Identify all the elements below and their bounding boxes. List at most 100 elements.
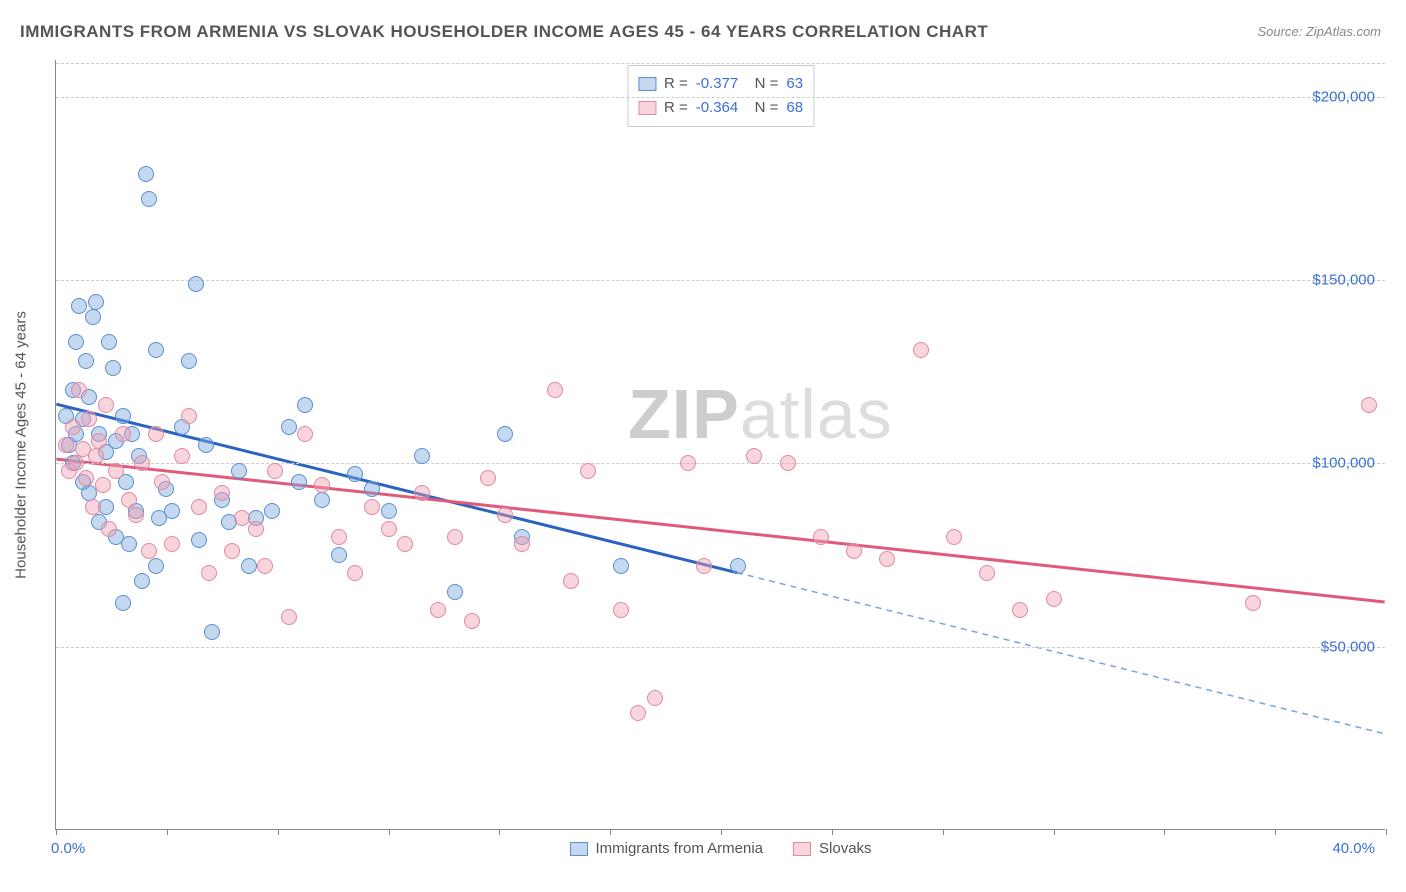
data-point-series-2 [71,382,87,398]
data-point-series-1 [331,547,347,563]
data-point-series-2 [224,543,240,559]
data-point-series-2 [101,521,117,537]
data-point-series-1 [314,492,330,508]
data-point-series-1 [68,334,84,350]
data-point-series-2 [347,565,363,581]
data-point-series-2 [381,521,397,537]
data-point-series-2 [248,521,264,537]
data-point-series-2 [630,705,646,721]
x-tick [56,829,57,835]
data-point-series-2 [141,543,157,559]
data-point-series-2 [128,507,144,523]
data-point-series-2 [780,455,796,471]
gridline [56,280,1385,281]
data-point-series-2 [134,455,150,471]
data-point-series-2 [281,609,297,625]
data-point-series-1 [198,437,214,453]
x-tick [943,829,944,835]
data-point-series-1 [347,466,363,482]
data-point-series-1 [101,334,117,350]
data-point-series-1 [85,309,101,325]
data-point-series-1 [105,360,121,376]
data-point-series-2 [514,536,530,552]
chart-title: IMMIGRANTS FROM ARMENIA VS SLOVAK HOUSEH… [20,22,988,42]
data-point-series-1 [241,558,257,574]
data-point-series-2 [314,477,330,493]
y-tick-label: $50,000 [1321,638,1375,655]
swatch-series-2 [638,101,656,115]
data-point-series-2 [613,602,629,618]
data-point-series-2 [464,613,480,629]
data-point-series-2 [81,411,97,427]
correlation-chart: IMMIGRANTS FROM ARMENIA VS SLOVAK HOUSEH… [0,0,1406,892]
legend-swatch-2 [793,842,811,856]
data-point-series-2 [497,507,513,523]
x-axis-min-label: 0.0% [51,840,85,857]
data-point-series-2 [680,455,696,471]
data-point-series-2 [148,426,164,442]
data-point-series-2 [95,477,111,493]
data-point-series-1 [88,294,104,310]
data-point-series-2 [696,558,712,574]
x-tick [1275,829,1276,835]
data-point-series-2 [1361,397,1377,413]
data-point-series-2 [447,529,463,545]
data-point-series-2 [164,536,180,552]
data-point-series-1 [115,595,131,611]
data-point-series-2 [331,529,347,545]
data-point-series-1 [78,353,94,369]
gridline [56,97,1385,98]
data-point-series-1 [231,463,247,479]
data-point-series-2 [746,448,762,464]
legend-swatch-1 [569,842,587,856]
data-point-series-2 [846,543,862,559]
x-axis-max-label: 40.0% [1332,840,1375,857]
data-point-series-2 [480,470,496,486]
data-point-series-1 [297,397,313,413]
x-tick [499,829,500,835]
data-point-series-2 [430,602,446,618]
y-axis-title: Householder Income Ages 45 - 64 years [13,311,30,579]
data-point-series-1 [148,342,164,358]
data-point-series-2 [913,342,929,358]
data-point-series-1 [164,503,180,519]
data-point-series-2 [267,463,283,479]
data-point-series-2 [397,536,413,552]
data-point-series-1 [497,426,513,442]
data-point-series-2 [154,474,170,490]
data-point-series-1 [148,558,164,574]
data-point-series-2 [58,437,74,453]
data-point-series-1 [188,276,204,292]
data-point-series-2 [214,485,230,501]
x-tick [610,829,611,835]
data-point-series-1 [364,481,380,497]
data-point-series-2 [121,492,137,508]
swatch-series-1 [638,77,656,91]
gridline [56,647,1385,648]
data-point-series-1 [181,353,197,369]
data-point-series-2 [257,558,273,574]
data-point-series-2 [115,426,131,442]
x-tick [1386,829,1387,835]
data-point-series-1 [613,558,629,574]
x-tick [389,829,390,835]
data-point-series-2 [108,463,124,479]
data-point-series-1 [447,584,463,600]
data-point-series-2 [1012,602,1028,618]
data-point-series-1 [414,448,430,464]
data-point-series-2 [201,565,217,581]
data-point-series-1 [121,536,137,552]
data-point-series-1 [381,503,397,519]
data-point-series-2 [979,565,995,581]
data-point-series-2 [174,448,190,464]
plot-area: Householder Income Ages 45 - 64 years ZI… [55,60,1385,830]
x-tick [167,829,168,835]
x-tick [1164,829,1165,835]
data-point-series-1 [191,532,207,548]
x-tick [1054,829,1055,835]
data-point-series-2 [65,419,81,435]
legend-item-1: Immigrants from Armenia [569,840,763,857]
gridline [56,463,1385,464]
x-tick [721,829,722,835]
data-point-series-2 [813,529,829,545]
